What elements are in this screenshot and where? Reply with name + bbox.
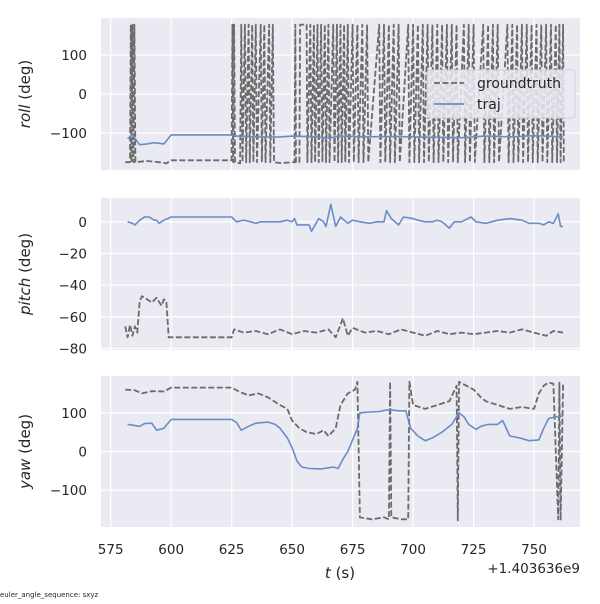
- x-tick-label: 700: [400, 542, 426, 558]
- x-axis-label: t (s): [325, 564, 355, 582]
- x-tick-label: 725: [461, 542, 487, 558]
- series-line-traj: [127, 134, 564, 146]
- panel-pitch: 0 −20 −40 −60 −80 pitch (deg): [16, 198, 580, 357]
- y-axis-label: pitch (deg): [16, 233, 34, 316]
- y-axis-label-unit: (deg): [16, 233, 34, 278]
- y-tick-label: −20: [59, 246, 88, 262]
- panel-roll: 100 0 −100 roll (deg) groundtruth traj: [16, 18, 580, 170]
- y-axis-label-name: pitch: [16, 278, 34, 316]
- y-tick-label: 100: [61, 48, 87, 64]
- y-tick-label: 0: [78, 87, 87, 103]
- y-tick-label: −60: [59, 310, 88, 326]
- plot-area: [101, 198, 580, 350]
- legend-box: [426, 69, 576, 119]
- y-tick-label: 0: [78, 445, 87, 461]
- legend-label-groundtruth: groundtruth: [477, 76, 561, 92]
- x-offset-label: +1.403636e9: [487, 561, 580, 577]
- y-tick-label: 0: [78, 215, 87, 231]
- x-tick-label: 650: [279, 542, 305, 558]
- y-axis-label-name: yaw: [16, 458, 34, 490]
- footnote: euler_angle_sequence: sxyz: [0, 591, 99, 599]
- y-axis-label-name: roll: [16, 104, 34, 129]
- x-axis-label-name: t: [325, 564, 332, 582]
- y-axis-label-unit: (deg): [16, 60, 34, 105]
- series-line-groundtruth: [125, 380, 564, 522]
- y-tick-label: 100: [61, 406, 87, 422]
- series-line-traj: [127, 408, 564, 470]
- y-axis-label: yaw (deg): [16, 414, 34, 490]
- series-line-groundtruth: [124, 295, 564, 339]
- y-tick-label: −40: [59, 278, 88, 294]
- x-axis-label-unit: (s): [331, 564, 355, 582]
- legend-label-traj: traj: [477, 97, 501, 113]
- x-tick-label: 675: [340, 542, 366, 558]
- y-tick-label: −100: [50, 126, 87, 142]
- y-axis-label-unit: (deg): [16, 414, 34, 459]
- x-tick-label: 600: [158, 542, 184, 558]
- y-tick-label: −80: [59, 341, 88, 357]
- x-tick-label: 750: [521, 542, 547, 558]
- legend: groundtruth traj: [426, 69, 576, 119]
- x-tick-label: 625: [219, 542, 245, 558]
- x-tick-label: 575: [98, 542, 124, 558]
- panel-yaw: 575 600 625 650 675 700 725 750 100 0 −100 yaw (deg…: [16, 376, 580, 582]
- y-tick-label: −100: [50, 483, 87, 499]
- series-line-groundtruth: [125, 23, 565, 165]
- series-line-traj: [127, 203, 564, 233]
- y-axis-label: roll (deg): [16, 60, 34, 128]
